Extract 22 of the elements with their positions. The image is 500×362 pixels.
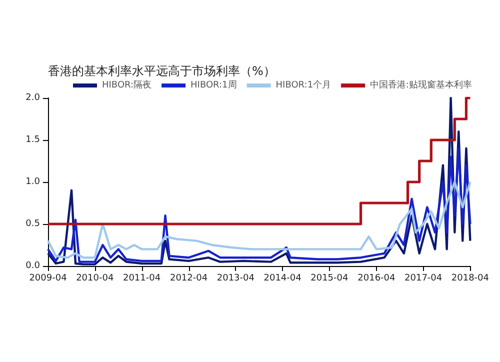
y-tick-label: 1.0 xyxy=(26,177,40,187)
x-tick-label: 2009-04 xyxy=(29,274,68,284)
line-series xyxy=(46,180,472,259)
y-tick-label: 0.5 xyxy=(26,219,40,229)
x-tick-label: 2012-04 xyxy=(170,274,208,284)
y-tick-label: 1.5 xyxy=(26,135,40,145)
legend-label: HIBOR:1个月 xyxy=(276,80,332,90)
legend-label: 中国香港:贴现窗基本利率 xyxy=(370,80,472,90)
chart-title: 香港的基本利率水平远高于市场利率（%） xyxy=(48,64,276,78)
legend-label: HIBOR:隔夜 xyxy=(102,80,152,90)
legend-label: HIBOR:1周 xyxy=(190,80,237,90)
x-tick-label: 2018-04 xyxy=(451,274,490,284)
y-tick-label: 2.0 xyxy=(26,93,40,103)
x-tick-label: 2017-04 xyxy=(404,274,442,284)
line-series xyxy=(46,147,472,263)
x-tick-label: 2013-04 xyxy=(216,274,255,284)
x-tick-label: 2010-04 xyxy=(76,274,114,284)
x-tick-label: 2016-04 xyxy=(358,274,396,284)
y-tick-label: 0.0 xyxy=(26,261,40,271)
x-tick-label: 2011-04 xyxy=(122,274,161,284)
x-tick-label: 2015-04 xyxy=(310,274,348,284)
x-tick-label: 2014-04 xyxy=(264,274,302,284)
